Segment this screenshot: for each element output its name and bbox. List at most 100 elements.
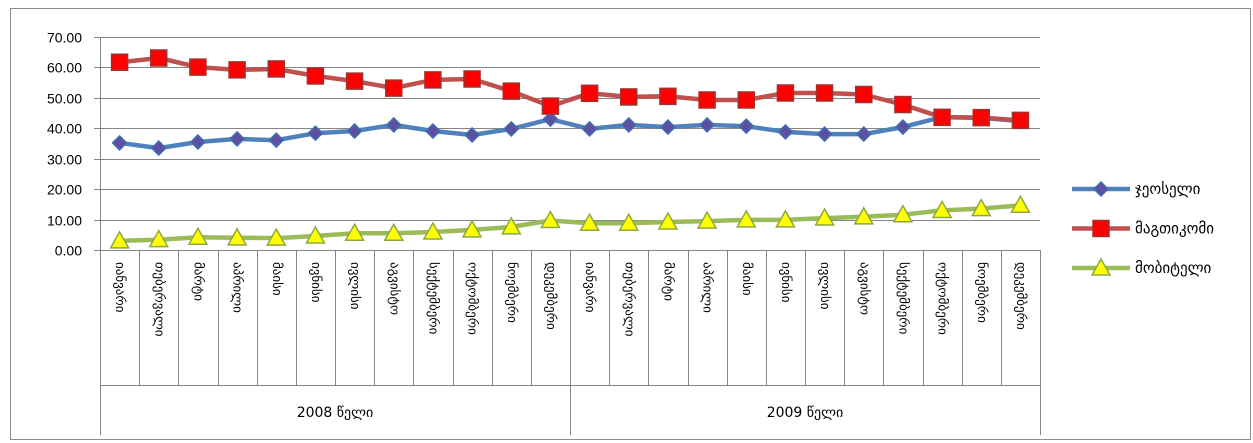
square-marker — [1092, 219, 1110, 238]
diamond-marker — [581, 120, 598, 137]
month-label: თებერვალი — [621, 262, 636, 337]
square-marker — [502, 82, 520, 100]
triangle-marker — [657, 211, 679, 230]
diamond-marker — [542, 111, 559, 128]
triangle-marker — [735, 209, 757, 228]
triangle-marker — [383, 222, 405, 242]
square-marker — [306, 67, 325, 85]
triangle-marker — [461, 219, 483, 238]
y-tick-label: 10.00 — [47, 213, 82, 229]
year-label: 2008 წელი — [297, 405, 374, 421]
series-line — [117, 203, 1023, 244]
square-marker — [1011, 111, 1030, 130]
y-tick-label: 60.00 — [47, 60, 82, 76]
month-label: იანვარი — [582, 262, 597, 313]
triangle-marker — [1010, 194, 1031, 214]
month-label: აპრილი — [230, 262, 245, 313]
square-marker — [189, 58, 207, 76]
square-marker — [855, 85, 873, 104]
square-marker — [815, 84, 834, 102]
legend-label: მაგთიკომი — [1135, 220, 1214, 238]
month-label: ოქტომბერი — [465, 262, 480, 335]
triangle-marker — [226, 227, 248, 246]
triangle-marker — [775, 209, 796, 228]
diamond-marker — [777, 123, 794, 140]
series-2 — [110, 49, 1030, 130]
triangle-marker — [422, 221, 444, 240]
legend-label: მობიტელი — [1135, 259, 1212, 277]
y-tick-label: 50.00 — [47, 91, 82, 107]
diamond-marker — [150, 140, 167, 157]
legend-item: ჯეოსელი — [1072, 180, 1201, 198]
month-label: მაისი — [739, 262, 754, 296]
legend-item: მობიტელი — [1072, 257, 1212, 277]
diamond-marker — [816, 126, 833, 143]
month-label: მაისი — [269, 262, 284, 296]
square-marker — [385, 79, 403, 97]
square-marker — [463, 70, 481, 88]
year-label: 2009 წელი — [767, 405, 844, 421]
month-label: აგვისტო — [386, 262, 401, 315]
square-marker — [150, 49, 168, 67]
diamond-marker — [1092, 180, 1110, 198]
month-label: დეკემბერი — [543, 262, 558, 330]
square-marker — [580, 84, 599, 103]
month-label: აგვისტო — [856, 262, 871, 315]
series-layer — [109, 49, 1031, 249]
square-marker — [424, 71, 442, 89]
triangle-marker — [696, 210, 718, 229]
y-tick-label: 40.00 — [47, 121, 82, 137]
triangle-marker — [892, 204, 914, 223]
legend: ჯეოსელი მაგთიკომი მობიტელი — [1072, 180, 1214, 277]
y-axis: 0.00 10.00 20.00 30.00 40.00 50.00 60.00 70.00 — [47, 30, 101, 259]
triangle-marker — [305, 225, 326, 244]
diamond-marker — [503, 120, 520, 137]
month-label: ნოემბერი — [974, 262, 989, 323]
triangle-marker — [579, 212, 600, 231]
y-tick-label: 30.00 — [47, 152, 82, 168]
month-label: იანვარი — [112, 262, 127, 313]
diamond-marker — [385, 116, 402, 133]
diamond-marker — [659, 119, 676, 136]
diamond-marker — [699, 116, 716, 133]
legend-item: მაგთიკომი — [1072, 220, 1214, 238]
month-label: აპრილი — [700, 262, 715, 313]
diamond-marker — [464, 126, 481, 144]
diamond-marker — [346, 122, 363, 140]
square-marker — [698, 91, 716, 109]
square-marker — [972, 108, 990, 127]
month-label: ივლისი — [817, 262, 832, 310]
diamond-marker — [620, 116, 637, 133]
square-marker — [659, 87, 677, 106]
y-tick-label: 0.00 — [55, 243, 82, 259]
square-marker — [541, 97, 560, 115]
diamond-marker — [189, 133, 206, 151]
month-label: ივნისი — [778, 262, 793, 303]
diamond-marker — [424, 122, 441, 140]
series-3 — [109, 194, 1031, 249]
square-marker — [894, 95, 912, 114]
square-marker — [620, 88, 638, 106]
y-tick-label: 70.00 — [47, 30, 82, 46]
triangle-marker — [853, 206, 875, 225]
triangle-marker — [1090, 257, 1112, 276]
month-label: ივლისი — [347, 262, 362, 310]
triangle-marker — [109, 230, 130, 249]
triangle-marker — [814, 207, 835, 226]
month-label: ივნისი — [308, 262, 323, 303]
month-label: მარტი — [660, 262, 675, 301]
month-label: თებერვალი — [151, 262, 166, 337]
month-label: ნოემბერი — [504, 262, 519, 323]
triangle-marker — [187, 226, 209, 245]
month-label: სექტემბერი — [895, 262, 910, 335]
square-marker — [110, 53, 129, 72]
series-1 — [111, 108, 1029, 157]
square-marker — [737, 91, 755, 109]
diamond-marker — [111, 134, 128, 151]
triangle-marker — [148, 229, 170, 248]
month-label: მარტი — [190, 262, 205, 301]
triangle-marker — [540, 209, 561, 229]
triangle-marker — [500, 216, 522, 235]
square-marker — [776, 84, 795, 102]
